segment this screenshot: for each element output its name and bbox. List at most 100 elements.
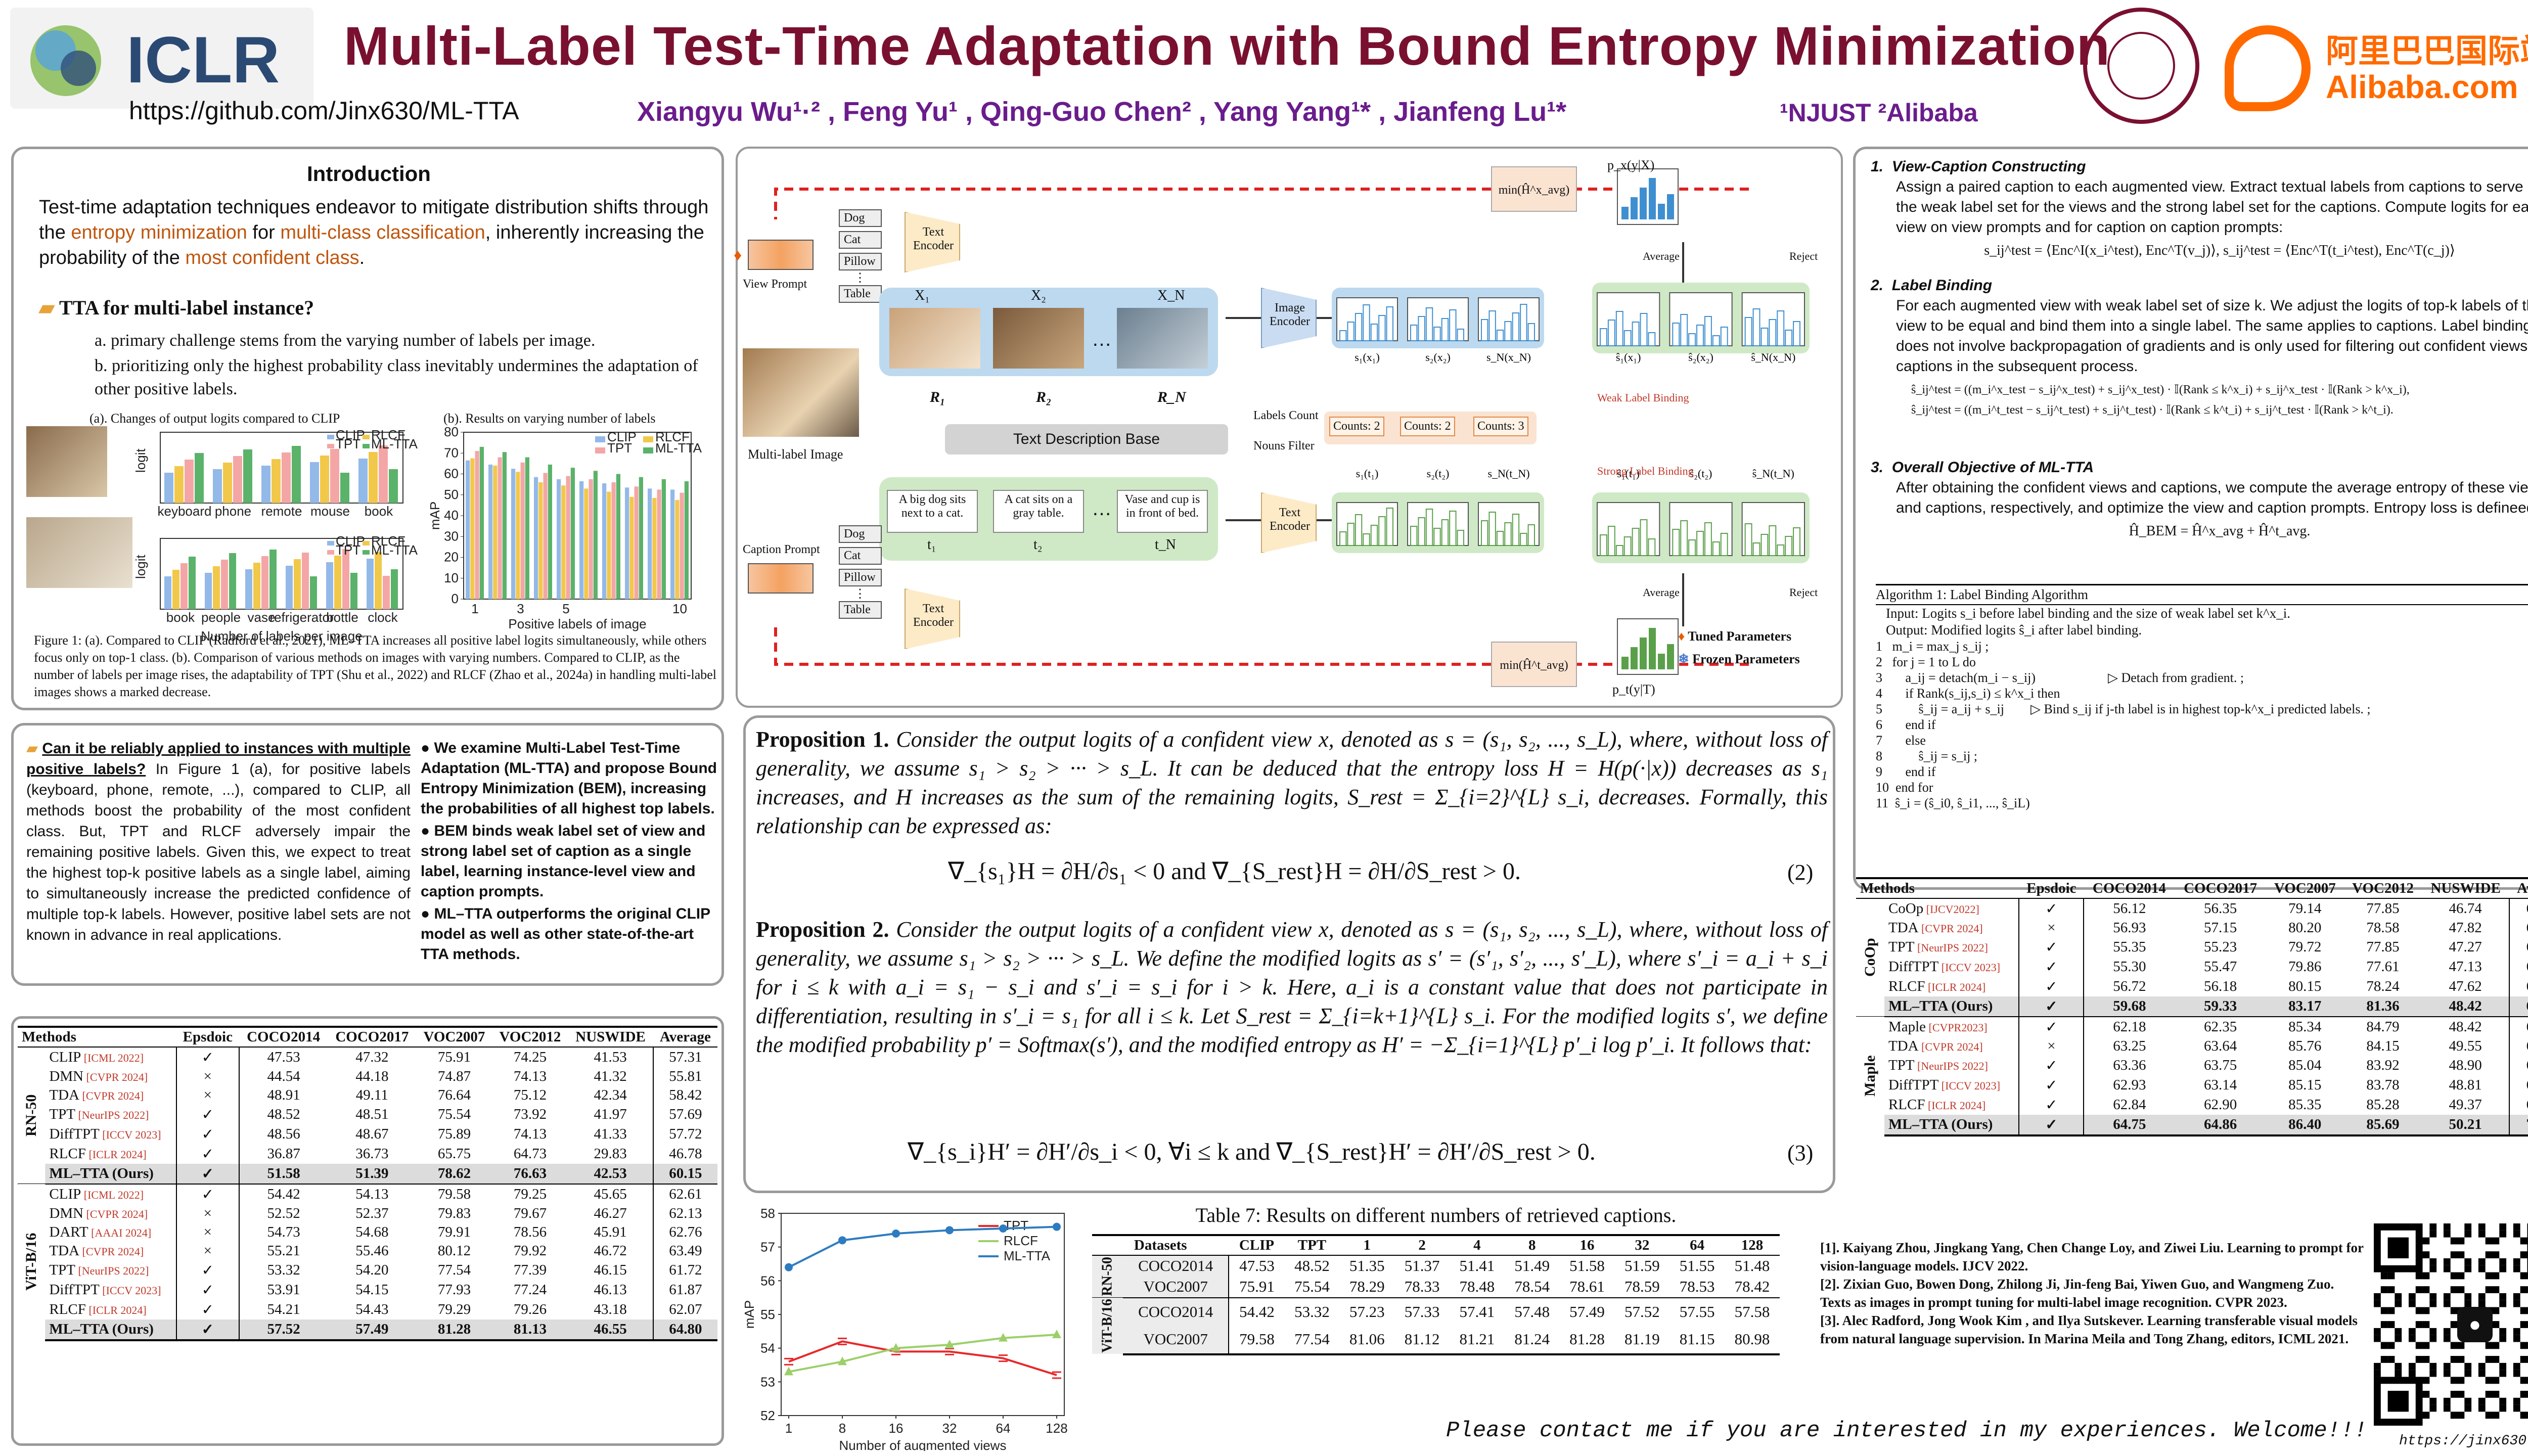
qr-module	[2492, 1237, 2500, 1245]
table7-cell: 57.23	[1339, 1297, 1395, 1326]
value-cell: 56.12	[2084, 898, 2175, 919]
logit-label: ŝ₂(x₂)	[1688, 351, 1713, 363]
episodic-cell: ✓	[176, 1046, 240, 1067]
qr-module	[2492, 1412, 2500, 1419]
value-cell: 68.62	[2509, 1016, 2528, 1037]
qr-module	[2464, 1397, 2472, 1405]
logit-bar	[1339, 531, 1347, 546]
value-cell: 49.37	[2449, 1097, 2482, 1113]
value-cell: 41.32	[594, 1068, 627, 1084]
qr-module	[2387, 1321, 2395, 1328]
qr-module	[2443, 1404, 2451, 1412]
bar-TPT	[475, 451, 479, 599]
logit-bar	[1441, 318, 1449, 341]
algo-line: 10 end for	[1876, 780, 1933, 795]
table-header: Epsdoic	[2019, 877, 2084, 899]
prob-bar	[1667, 194, 1674, 219]
qr-module	[2395, 1300, 2402, 1307]
qr-module	[2380, 1286, 2388, 1293]
bar	[269, 550, 277, 609]
table7-cell: 51.49	[1504, 1255, 1560, 1277]
fig-a-xlabel: Number of labels per image	[201, 628, 362, 644]
value-cell: 76.64	[437, 1087, 471, 1103]
table7-cell: 81.19	[1614, 1326, 1670, 1355]
value-cell: 43.18	[594, 1301, 627, 1317]
qr-module	[2443, 1362, 2451, 1370]
algo-line: 4 if Rank(s_ij,s_i) ≤ k^x_i then	[1876, 686, 2060, 701]
value-cell: 54.42	[239, 1184, 328, 1204]
qr-module	[2478, 1230, 2486, 1238]
logit-bar	[1488, 512, 1496, 546]
qr-module	[2478, 1293, 2486, 1300]
qr-module	[2513, 1223, 2520, 1231]
value-cell: 41.53	[568, 1046, 653, 1067]
table7-cell: 78.59	[1624, 1278, 1660, 1296]
label-stack-bottom: Dog Cat Pillow ⋮ Table	[839, 525, 882, 619]
qr-code[interactable]	[2374, 1223, 2528, 1426]
bar-ML-TTA	[661, 479, 666, 599]
github-link[interactable]: https://github.com/Jinx630/ML-TTA	[129, 97, 519, 125]
value-cell: 48.52	[267, 1106, 300, 1122]
value-cell: 48.81	[2449, 1077, 2482, 1093]
value-cell: 58.42	[652, 1086, 717, 1105]
episodic-cell: ✓	[2019, 1115, 2085, 1136]
episodic-cell: ✓	[176, 1124, 240, 1144]
nouns-filter-label: Nouns Filter	[1253, 439, 1315, 452]
value-cell: 79.25	[492, 1184, 568, 1204]
value-cell: 62.93	[2113, 1077, 2146, 1093]
value-cell: 62.61	[652, 1184, 717, 1204]
qr-module	[2527, 1321, 2528, 1328]
qr-module	[2415, 1342, 2423, 1349]
data-point	[785, 1263, 793, 1271]
qr-module	[2380, 1321, 2388, 1328]
wechat-icon: ●	[2457, 1307, 2493, 1342]
table7-header: 8	[1504, 1234, 1560, 1256]
qr-module	[2520, 1286, 2527, 1293]
logit-bar	[1339, 330, 1347, 341]
table7-header: Datasets	[1092, 1234, 1229, 1256]
qr-module	[2513, 1258, 2520, 1265]
qr-module	[2499, 1370, 2507, 1377]
table7-cell: 57.58	[1725, 1297, 1780, 1326]
contact-note: Please contact me if you are interested …	[1446, 1418, 2367, 1443]
logit-bar	[1704, 316, 1712, 346]
value-cell: 79.91	[437, 1224, 471, 1240]
value-cell: 46.15	[594, 1262, 627, 1278]
value-cell: 51.58	[239, 1164, 328, 1184]
bar	[261, 556, 268, 609]
qr-module	[2395, 1370, 2402, 1377]
logit-bar	[1520, 533, 1527, 546]
table-row: CoOp CoOp [IJCV2022] ✓ 56.12 56.35 79.14 77.85…	[1856, 898, 2528, 1017]
value-cell: 48.67	[355, 1126, 389, 1142]
value-cell: 63.49	[652, 1242, 717, 1260]
homepage-link[interactable]: https://jinx630.github.io/	[2399, 1433, 2528, 1449]
episodic-cell: ✓	[176, 1320, 240, 1341]
alibaba-en: Alibaba.com	[2326, 69, 2518, 105]
legend-label: RLCF	[1004, 1233, 1038, 1248]
table-header: COCO2014	[2084, 877, 2175, 899]
value-cell: 60.15	[652, 1164, 717, 1184]
value-cell: 47.53	[239, 1046, 328, 1067]
qr-module	[2450, 1342, 2458, 1349]
value-cell: 78.62	[416, 1164, 492, 1184]
value-cell: 48.42	[2422, 996, 2510, 1017]
logit-bar	[1363, 304, 1370, 341]
table-header: COCO2017	[2175, 877, 2266, 899]
qr-module	[2408, 1370, 2416, 1377]
bar	[221, 560, 228, 609]
logit-bar	[1769, 525, 1777, 556]
text-encoder-top: Text Encoder	[905, 212, 960, 272]
table-header: COCO2017	[328, 1026, 417, 1048]
logit-bar	[1370, 324, 1378, 341]
table7-cell: 57.55	[1669, 1297, 1725, 1326]
x-tick-label: clock	[368, 610, 398, 625]
average-top: Average	[1643, 250, 1680, 262]
value-cell: 83.92	[2366, 1057, 2400, 1073]
qr-module	[2422, 1342, 2430, 1349]
x-tick-label: book	[365, 504, 393, 519]
view-image-1	[889, 308, 980, 369]
data-point	[838, 1356, 847, 1366]
legend-swatch	[643, 436, 653, 442]
logit-bar	[1720, 533, 1728, 556]
value-cell: 44.18	[355, 1068, 389, 1084]
